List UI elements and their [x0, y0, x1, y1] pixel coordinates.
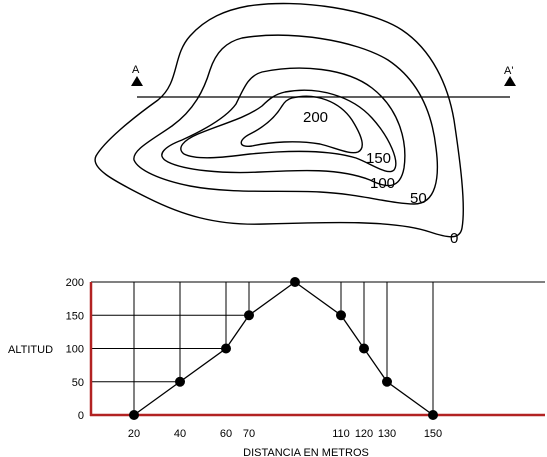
contour-label-0: 0	[450, 230, 458, 247]
contour-line-0	[94, 2, 464, 238]
section-marker-a-prime-icon	[504, 76, 516, 86]
x-tick-label-70: 70	[243, 428, 255, 440]
y-axis-label: ALTITUD	[8, 344, 53, 356]
topographic-map: A A' 0 50 100 150 200	[94, 2, 516, 247]
data-point-150	[428, 410, 438, 420]
x-tick-label-40: 40	[174, 428, 186, 440]
altitude-profile-chart: 0 50 100 150 200 20 40 60 70 110 120 130 150 ALTITU…	[8, 277, 545, 457]
y-tick-labels: 0 50 100 150 200	[66, 277, 84, 422]
contour-line-200	[240, 95, 363, 154]
contour-line-50	[133, 34, 439, 205]
data-point-110	[336, 310, 346, 321]
y-tick-label-50: 50	[72, 377, 84, 389]
x-tick-label-130: 130	[378, 428, 396, 440]
contour-label-150: 150	[366, 150, 391, 167]
y-tick-label-150: 150	[66, 310, 84, 322]
x-tick-label-60: 60	[220, 428, 232, 440]
x-tick-label-110: 110	[332, 428, 350, 440]
data-point-60	[221, 343, 231, 354]
data-point-120	[359, 343, 369, 354]
x-tick-label-20: 20	[128, 428, 140, 440]
horizontal-gridlines	[91, 281, 545, 383]
y-tick-label-0: 0	[78, 410, 84, 422]
x-tick-labels: 20 40 60 70 110 120 130 150	[128, 428, 442, 440]
vertical-gridlines	[133, 282, 434, 415]
data-point-20	[129, 410, 139, 420]
data-point-70	[244, 310, 254, 321]
contour-label-50: 50	[410, 190, 427, 207]
contour-line-150	[180, 89, 397, 173]
section-label-a-prime: A'	[504, 65, 513, 77]
x-tick-label-120: 120	[355, 428, 373, 440]
chart-axes	[89, 282, 545, 417]
x-axis-label: DISTANCIA EN METROS	[243, 447, 369, 457]
section-marker-a-icon	[131, 76, 143, 86]
x-tick-label-150: 150	[424, 428, 442, 440]
data-point-40	[175, 376, 185, 387]
profile-points	[129, 277, 438, 420]
contour-label-200: 200	[303, 109, 328, 126]
section-label-a: A	[132, 64, 140, 76]
y-tick-label-100: 100	[66, 344, 84, 356]
data-point-130	[382, 376, 392, 387]
contour-label-100: 100	[370, 175, 395, 192]
y-tick-label-200: 200	[66, 277, 84, 289]
contour-line-100	[161, 67, 406, 187]
data-point-90	[290, 277, 300, 287]
